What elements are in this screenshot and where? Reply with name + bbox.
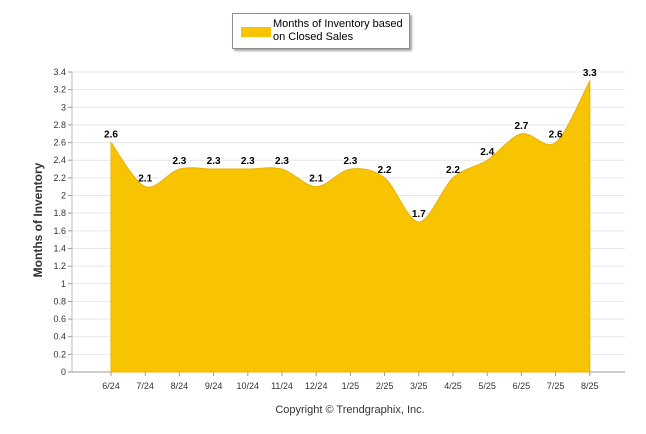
y-tick-label: 3: [61, 102, 66, 112]
data-label: 2.3: [172, 156, 186, 167]
x-tick-label: 5/25: [478, 381, 496, 391]
y-tick-label: 2: [61, 191, 66, 201]
x-axis-ticks: 6/24 7/24 8/24 9/24 10/24 11/24 12/24 1/25 2/25 3…: [102, 372, 599, 391]
y-axis-ticks: 0 0.2 0.4 0.6 0.8 1 1.2 1.4 1.6 1.8 2 2.2 2.4 2.6 2.8 3…: [53, 67, 66, 377]
data-label: 2.2: [378, 165, 392, 176]
x-tick-label: 4/25: [444, 381, 462, 391]
y-tick-label: 1.4: [53, 243, 66, 253]
x-tick-label: 8/24: [171, 381, 189, 391]
data-label: 2.6: [549, 130, 563, 141]
y-tick-label: 0.2: [53, 349, 66, 359]
area-series: [110, 80, 591, 373]
y-tick-label: 2.8: [53, 120, 66, 130]
y-tick-label: 3.2: [53, 85, 66, 95]
data-label: 2.3: [241, 156, 255, 167]
data-label: 2.6: [104, 130, 118, 141]
data-labels: 2.6 2.1 2.3 2.3 2.3 2.3 2.1 2.3 2.2 1.7 2.2 2.4 2.7 2…: [104, 68, 597, 220]
y-axis-label: Months of Inventory: [31, 162, 45, 277]
data-label: 2.7: [514, 121, 528, 132]
legend-swatch: [241, 27, 271, 37]
copyright-text: Copyright © Trendgraphix, Inc.: [275, 404, 424, 416]
x-tick-label: 12/24: [305, 381, 328, 391]
legend-label: Months of Inventory based on Closed Sale…: [273, 18, 403, 43]
data-label: 2.4: [480, 147, 494, 158]
x-tick-label: 7/24: [136, 381, 154, 391]
data-label: 2.3: [275, 156, 289, 167]
data-label: 2.1: [138, 174, 152, 185]
y-tick-label: 1.6: [53, 226, 66, 236]
x-tick-label: 6/25: [513, 381, 531, 391]
y-tick-label: 2.4: [53, 155, 66, 165]
y-tick-label: 3.4: [53, 67, 66, 77]
x-tick-label: 6/24: [102, 381, 120, 391]
data-label: 2.1: [309, 174, 323, 185]
y-tick-label: 0.4: [53, 332, 66, 342]
x-tick-label: 2/25: [376, 381, 394, 391]
y-tick-label: 1.8: [53, 208, 66, 218]
y-tick-label: 2.6: [53, 138, 66, 148]
x-tick-label: 8/25: [581, 381, 599, 391]
data-label: 2.2: [446, 165, 460, 176]
x-tick-label: 10/24: [237, 381, 260, 391]
x-tick-label: 7/25: [547, 381, 565, 391]
data-label: 2.3: [207, 156, 221, 167]
y-tick-label: 0.6: [53, 314, 66, 324]
y-tick-label: 1: [61, 279, 66, 289]
y-tick-label: 0: [61, 367, 66, 377]
x-tick-label: 11/24: [271, 381, 293, 391]
y-tick-label: 1.2: [53, 261, 66, 271]
data-label: 2.3: [343, 156, 357, 167]
data-label: 1.7: [412, 209, 426, 220]
y-tick-label: 2.2: [53, 173, 66, 183]
data-label: 3.3: [583, 68, 597, 79]
x-tick-label: 3/25: [410, 381, 428, 391]
x-tick-label: 1/25: [342, 381, 360, 391]
legend: Months of Inventory based on Closed Sale…: [232, 13, 410, 49]
y-tick-label: 0.8: [53, 296, 66, 306]
x-tick-label: 9/24: [205, 381, 223, 391]
